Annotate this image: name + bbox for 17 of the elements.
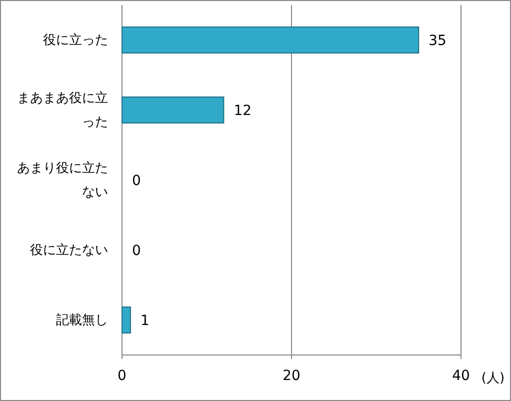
y-tick-label: まあまあ役に立った — [17, 90, 108, 130]
data-label: 35 — [428, 33, 446, 49]
bar — [122, 306, 131, 334]
y-tick-label: 役に立たない — [30, 242, 108, 258]
x-axis-title: (人) — [481, 371, 505, 386]
x-tick-label: 20 — [282, 368, 300, 384]
bar — [122, 96, 224, 124]
bar — [122, 26, 420, 54]
y-tick-label: 記載無し — [56, 313, 108, 328]
x-tick-label: 0 — [118, 368, 126, 384]
x-tick-label: 40 — [452, 368, 470, 384]
data-label: 0 — [132, 173, 141, 189]
y-tick-label: あまり役に立たない — [17, 160, 108, 200]
data-label: 1 — [140, 313, 150, 329]
data-label: 12 — [234, 103, 252, 119]
y-tick-label: 役に立った — [43, 32, 108, 48]
data-label: 0 — [132, 243, 141, 259]
